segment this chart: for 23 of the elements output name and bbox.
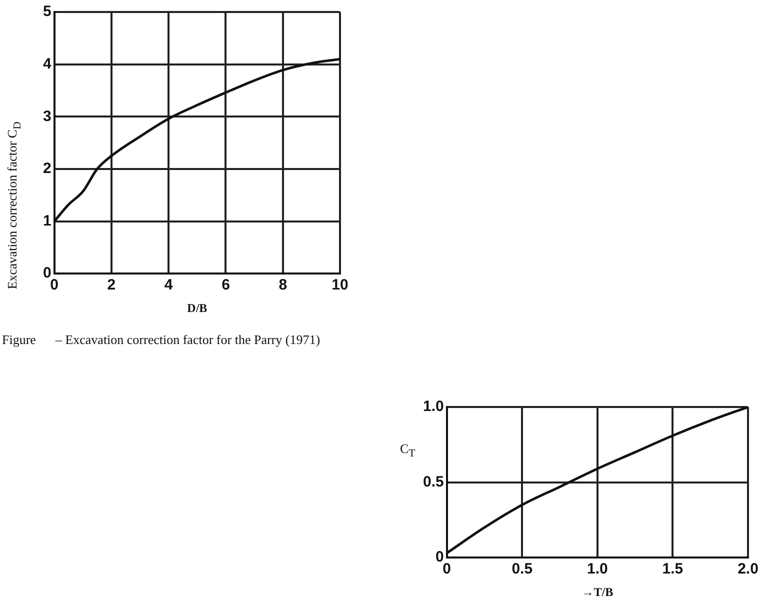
y-tick-label: 0 [436,548,444,566]
text: Figure – Excavation correction factor for the Parry (1971) [2,332,320,348]
x-tick-label: 6 [222,276,230,294]
y-tick-label: 5 [43,3,52,20]
x-tick-label: 4 [164,276,174,294]
x-tick-label: 0.5 [512,560,533,578]
x-tick-label: 10 [332,276,348,294]
x-axis-title: →T/B [582,584,614,599]
y-tick-label: 0 [43,264,52,282]
y-tick-label: 2 [43,160,52,178]
x-tick-label: 2.0 [738,560,758,578]
line-series [446,407,748,554]
x-tick-label: 1.0 [586,560,608,578]
y-tick-label: 4 [43,55,52,72]
x-axis-title: D/B [187,300,208,315]
y-tick-label: 1 [43,212,52,230]
y-tick-label: 0.5 [422,473,444,490]
x-tick-label: 8 [278,276,288,294]
x-tick-label: 2 [107,276,116,294]
y-tick-label: 3 [43,108,52,125]
x-tick-label: 1.5 [662,560,684,578]
y-axis-title: C$_{T}$ [400,441,416,460]
y-tick-label: 1.0 [422,398,444,416]
